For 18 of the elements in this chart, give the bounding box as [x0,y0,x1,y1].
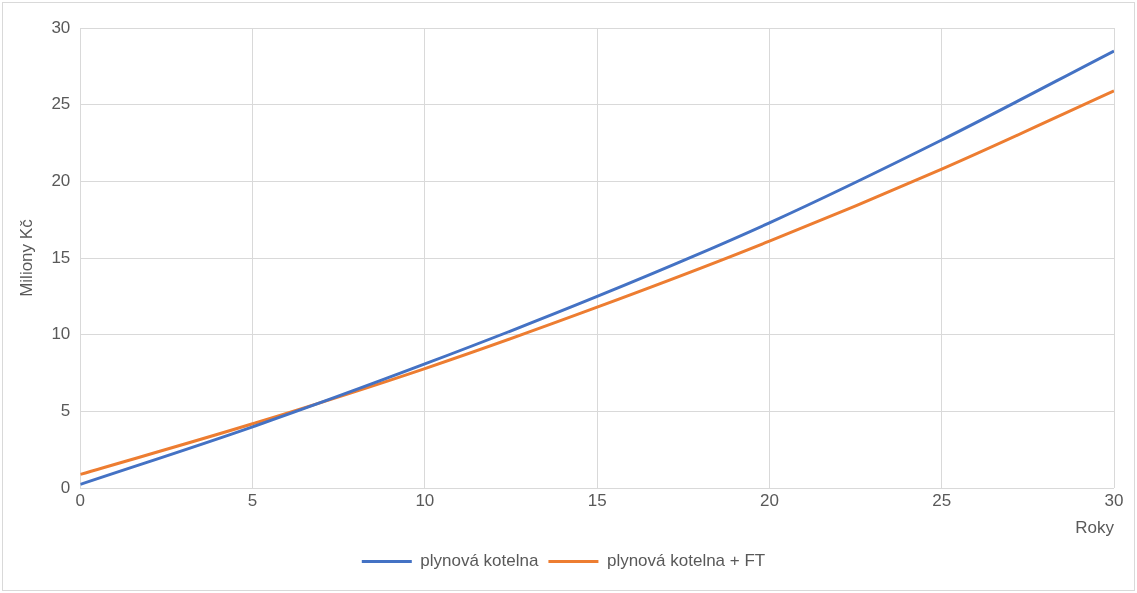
x-tick-label: 25 [932,491,952,511]
x-tick-label: 20 [759,491,779,511]
y-tick-label: 10 [51,324,71,344]
x-tick-label: 15 [587,491,607,511]
x-tick-label: 5 [247,491,258,511]
y-tick-label: 25 [51,94,71,114]
y-axis-title: Miliony Kč [16,218,36,297]
legend-label: plynová kotelna [420,551,539,571]
x-tick-label: 0 [75,491,86,511]
y-tick-label: 30 [51,17,71,37]
y-tick-label: 0 [60,477,71,497]
y-tick-label: 15 [51,247,71,267]
y-tick-label: 20 [51,171,71,191]
x-tick-label: 30 [1104,491,1124,511]
x-axis-title: Roky [1075,518,1115,538]
legend-label: plynová kotelna + FT [606,551,766,571]
y-tick-label: 5 [60,401,71,421]
x-tick-label: 10 [415,491,435,511]
